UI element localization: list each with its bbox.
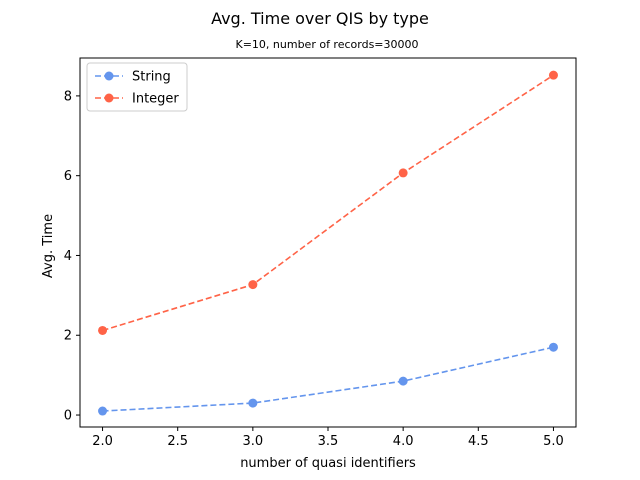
legend-marker-string	[104, 71, 114, 81]
y-tick-label: 8	[64, 89, 72, 104]
y-tick-label: 6	[64, 169, 72, 184]
data-point-integer	[398, 168, 408, 178]
y-axis-title: Avg. Time	[41, 214, 56, 278]
plot-frame	[79, 57, 577, 428]
y-axis-ticks: 0 2 4 6 8	[64, 89, 80, 424]
y-tick-label: 0	[64, 409, 72, 424]
x-tick-label: 5.0	[543, 434, 564, 449]
x-tick-label: 2.0	[92, 434, 113, 449]
x-tick-label: 3.0	[243, 434, 264, 449]
chart-title: Avg. Time over QIS by type	[211, 9, 429, 28]
legend-label-string: String	[132, 70, 171, 85]
legend-marker-integer	[104, 93, 114, 103]
x-tick-label: 2.5	[167, 434, 188, 449]
data-point-string	[98, 406, 108, 416]
data-point-string	[548, 342, 558, 352]
x-axis-title: number of quasi identifiers	[240, 456, 416, 471]
series-line-string	[102, 346, 554, 412]
data-point-integer	[248, 280, 258, 290]
y-tick-label: 2	[64, 329, 72, 344]
data-point-integer	[548, 70, 558, 80]
x-tick-label: 4.0	[393, 434, 414, 449]
x-axis-ticks: 2.0 2.5 3.0 3.5 4.0 4.5 5.0	[92, 427, 564, 449]
data-point-string	[248, 398, 258, 408]
series-layer	[98, 70, 558, 416]
x-tick-label: 3.5	[318, 434, 339, 449]
data-point-string	[398, 376, 408, 386]
series-line-integer	[102, 74, 554, 332]
x-tick-label: 4.5	[468, 434, 489, 449]
y-tick-label: 4	[64, 249, 72, 264]
data-point-integer	[98, 325, 108, 335]
chart-subtitle: K=10, number of records=30000	[235, 38, 418, 51]
legend-label-integer: Integer	[132, 92, 179, 107]
legend: String Integer	[86, 62, 188, 112]
